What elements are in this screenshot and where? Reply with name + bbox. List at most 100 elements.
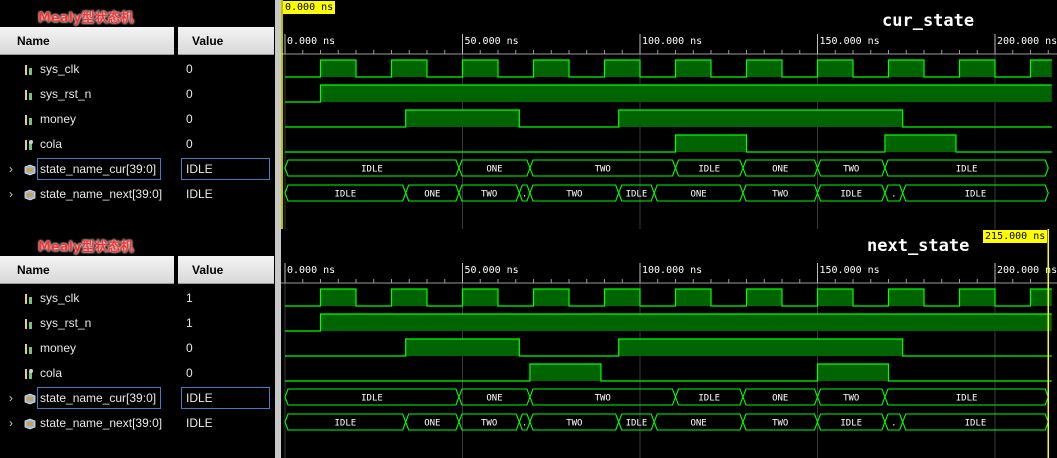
- waveform-canvas[interactable]: 0.000 ns 50.000 ns 100.000 ns 150.000 ns 200…: [281, 0, 1057, 229]
- signal-row[interactable]: › state_name_next[39:0] IDLE: [0, 182, 275, 207]
- time-tick-label: 200.000 ns: [997, 36, 1057, 47]
- state-name-next-segment-label: IDLE: [840, 190, 862, 200]
- state-name-cur-wave: IDLE ONE TWO IDLE ONE TWO IDLE: [284, 388, 1049, 406]
- state-name-next-wave: IDLE ONE TWO. TWO IDLE ONE TWO IDLE. IDLE: [284, 184, 1049, 202]
- state-name-next-segment-label: .: [891, 419, 896, 429]
- sys-clk-high-pulse: [320, 60, 356, 77]
- sys-clk-high-pulse: [746, 60, 782, 77]
- signal-row[interactable]: cola 0: [0, 361, 275, 386]
- value-column-header[interactable]: Value: [178, 256, 274, 284]
- signal-row[interactable]: › state_name_cur[39:0] IDLE: [0, 386, 275, 411]
- selection-outline: [181, 387, 270, 409]
- signal-name: sys_clk: [40, 62, 80, 76]
- signal-list: Mealy型状态机 Name Value sys_clk 1 sys_rst_n 1 m…: [0, 229, 275, 458]
- sys-clk-high-pulse: [817, 60, 853, 77]
- bit-signal-icon: [24, 63, 34, 75]
- state-name-next-wave: IDLE ONE TWO. TWO IDLE ONE TWO IDLE. IDLE: [284, 413, 1049, 431]
- bit-signal-out-icon: [24, 367, 34, 379]
- signal-name: state_name_cur[39:0]: [40, 162, 157, 176]
- column-separator[interactable]: [175, 256, 178, 458]
- signal-row[interactable]: › state_name_cur[39:0] IDLE: [0, 157, 275, 182]
- state-name-next-segment-label: TWO: [481, 419, 497, 429]
- expand-chevron-icon[interactable]: ›: [9, 416, 13, 430]
- state-name-cur-segment-label: IDLE: [698, 165, 720, 175]
- state-name-next-segment-label: IDLE: [965, 419, 987, 429]
- signal-value: IDLE: [186, 162, 213, 176]
- signal-name: money: [40, 112, 77, 126]
- expand-chevron-icon[interactable]: ›: [9, 187, 13, 201]
- signal-value: IDLE: [186, 416, 213, 430]
- value-column-header[interactable]: Value: [178, 27, 274, 55]
- time-tick-label: 150.000 ns: [820, 36, 880, 47]
- signal-value: 0: [186, 87, 193, 101]
- signal-row[interactable]: money 0: [0, 107, 275, 132]
- signal-row[interactable]: › state_name_next[39:0] IDLE: [0, 411, 275, 436]
- expand-chevron-icon[interactable]: ›: [9, 162, 13, 176]
- bus-signal-icon: [24, 188, 36, 201]
- sys-clk-high-pulse: [746, 289, 782, 306]
- signal-name: sys_rst_n: [40, 316, 92, 330]
- state-name-cur-segment-label: IDLE: [361, 394, 383, 404]
- money-trace: [285, 338, 1052, 357]
- state-name-cur-segment: [884, 159, 1049, 177]
- bus-signal-icon: [24, 163, 36, 176]
- state-name-next-segment-label: IDLE: [335, 190, 357, 200]
- bus-signal-icon: [24, 417, 36, 430]
- cursor-time-label: 0.000 ns: [283, 1, 336, 14]
- signal-value: 0: [186, 341, 193, 355]
- signal-row[interactable]: sys_clk 0: [0, 57, 275, 82]
- state-name-cur-segment-label: IDLE: [698, 394, 720, 404]
- cola-trace: [285, 134, 1052, 153]
- time-tick-label: 200.000 ns: [997, 265, 1057, 276]
- sys-clk-high-pulse: [1030, 60, 1052, 77]
- pane-splitter[interactable]: [275, 229, 281, 458]
- state-name-cur-segment-label: IDLE: [956, 394, 978, 404]
- bit-signal-icon: [24, 292, 34, 304]
- signal-value: 0: [186, 62, 193, 76]
- bus-signal-icon: [24, 392, 36, 405]
- sys-clk-high-pulse: [462, 60, 498, 77]
- selection-outline: [37, 387, 161, 409]
- name-column-header[interactable]: Name: [0, 256, 174, 284]
- state-name-next-segment-label: TWO: [566, 190, 582, 200]
- pane-splitter[interactable]: [275, 0, 281, 229]
- bit-signal-icon: [24, 317, 34, 329]
- cola-wave: [285, 363, 1052, 382]
- bit-signal-out-icon: [24, 138, 34, 150]
- state-name-next-segment-label: IDLE: [626, 190, 648, 200]
- sys-clk-high-pulse: [533, 60, 569, 77]
- signal-row[interactable]: sys_rst_n 0: [0, 82, 275, 107]
- state-name-next-segment-label: TWO: [772, 419, 788, 429]
- time-tick-label: 50.000 ns: [465, 36, 519, 47]
- signal-value: 1: [186, 291, 193, 305]
- sys-clk-high-pulse: [533, 289, 569, 306]
- signal-name: cola: [40, 137, 63, 151]
- selection-outline: [181, 158, 270, 180]
- cola-wave: [285, 134, 1052, 153]
- state-name-next-segment-label: ONE: [690, 419, 706, 429]
- column-separator[interactable]: [175, 27, 178, 229]
- money-wave: [285, 109, 1052, 128]
- expand-chevron-icon[interactable]: ›: [9, 391, 13, 405]
- signal-name: sys_clk: [40, 291, 80, 305]
- sys-clk-high-pulse: [888, 289, 924, 306]
- cola-high-pulse: [529, 364, 601, 381]
- signal-value: 0: [186, 366, 193, 380]
- sys-clk-high-pulse: [959, 289, 995, 306]
- signal-row[interactable]: sys_rst_n 1: [0, 311, 275, 336]
- signal-list: Mealy型状态机 Name Value sys_clk 0 sys_rst_n 0 m…: [0, 0, 275, 229]
- state-annotation: next_state: [867, 236, 970, 256]
- state-name-cur-segment-label: ONE: [486, 394, 502, 404]
- panel-title: Mealy型状态机: [38, 11, 134, 26]
- state-name-next-segment-label: ONE: [424, 190, 440, 200]
- waveform-canvas[interactable]: 0.000 ns 50.000 ns 100.000 ns 150.000 ns 200…: [281, 229, 1057, 458]
- cola-high-pulse: [817, 364, 889, 381]
- time-tick-label: 100.000 ns: [642, 36, 702, 47]
- state-name-cur-segment-label: TWO: [595, 394, 611, 404]
- signal-row[interactable]: cola 0: [0, 132, 275, 157]
- cola-trace: [285, 363, 1052, 382]
- time-tick-label: 0.000 ns: [287, 36, 335, 47]
- name-column-header[interactable]: Name: [0, 27, 174, 55]
- signal-row[interactable]: sys_clk 1: [0, 286, 275, 311]
- signal-row[interactable]: money 0: [0, 336, 275, 361]
